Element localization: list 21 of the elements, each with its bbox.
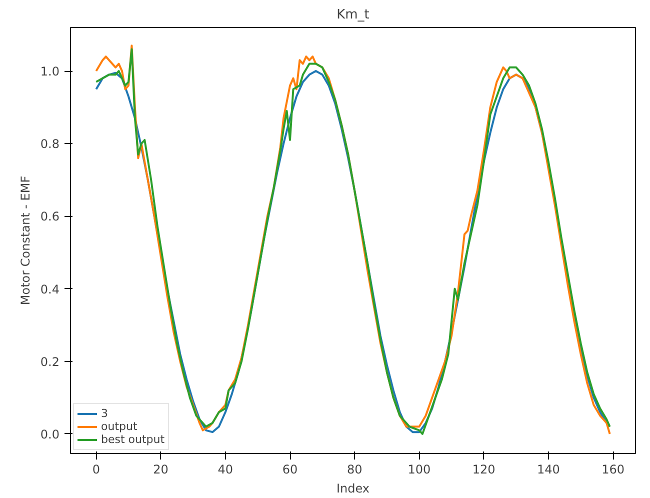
legend-label: output (101, 420, 138, 433)
x-tick-label: 140 (536, 462, 560, 476)
x-axis-title: Index (336, 482, 370, 496)
x-tick-label: 160 (602, 462, 625, 476)
legend-label: best output (101, 433, 165, 446)
x-tick-label: 100 (408, 462, 431, 476)
x-tick-label: 40 (218, 462, 234, 476)
x-tick-label: 80 (346, 462, 362, 476)
x-tick-label: 60 (282, 462, 298, 476)
y-tick-label: 0.8 (40, 137, 60, 152)
x-tick-label: 0 (92, 462, 100, 476)
y-tick-label: 1.0 (40, 64, 60, 79)
chart-title: Km_t (336, 8, 370, 22)
y-tick-label: 0.4 (40, 282, 60, 296)
x-tick-label: 20 (153, 462, 168, 476)
legend-label: 3 (101, 407, 109, 420)
y-tick-label: 0.6 (40, 210, 60, 224)
y-axis-title: Motor Constant - EMF (18, 176, 32, 306)
x-tick-label: 120 (472, 462, 496, 476)
y-tick-label: 0.0 (40, 427, 60, 442)
y-tick-label: 0.2 (40, 354, 60, 369)
